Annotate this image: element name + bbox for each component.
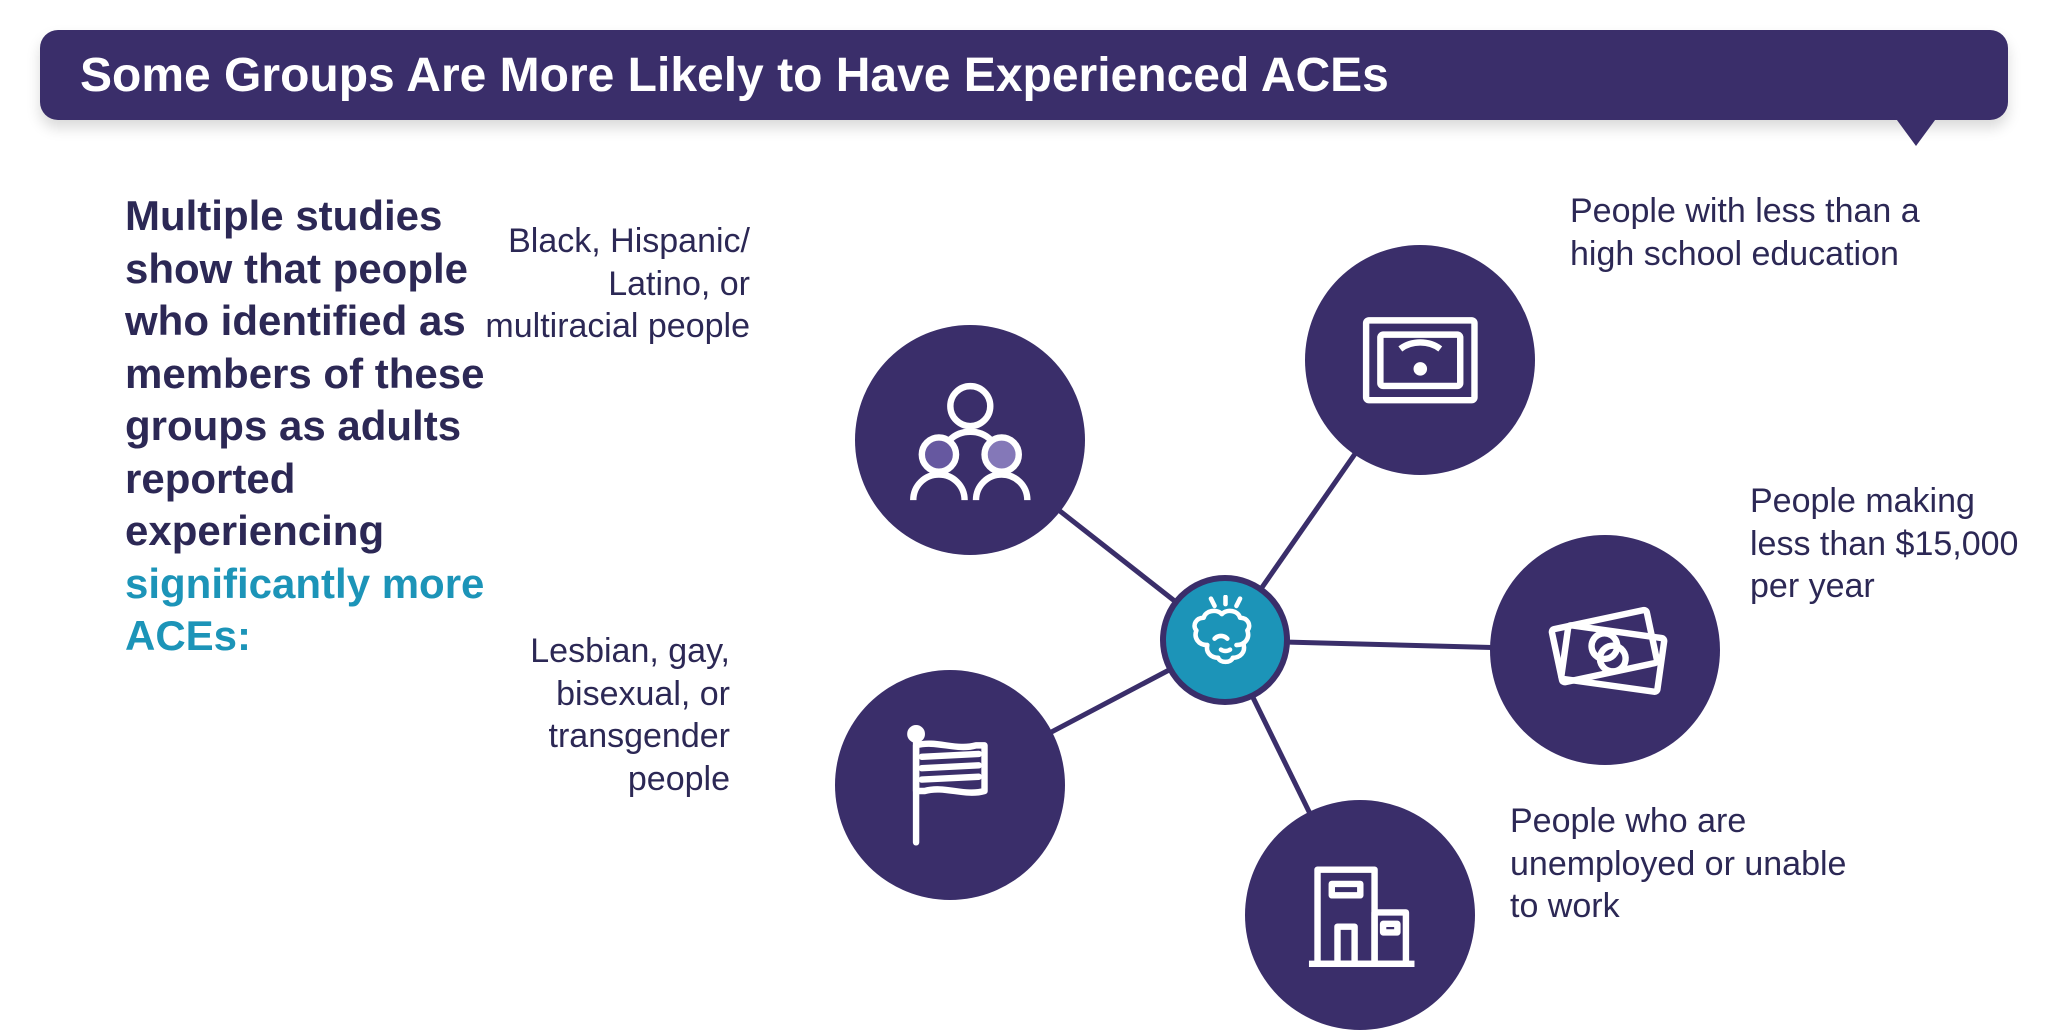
label-race: Black, Hispanic/ Latino, or multiracial … bbox=[480, 220, 750, 348]
intro-text: Multiple studies show that people who id… bbox=[125, 190, 515, 663]
brain-icon bbox=[1180, 595, 1271, 686]
diploma-icon bbox=[1349, 289, 1492, 432]
center-node bbox=[1160, 575, 1290, 705]
node-employment bbox=[1245, 800, 1475, 1030]
intro-normal: Multiple studies show that people who id… bbox=[125, 192, 484, 554]
flag-icon bbox=[879, 714, 1022, 857]
building-icon bbox=[1289, 844, 1432, 987]
label-education: People with less than a high school educ… bbox=[1570, 190, 1940, 275]
node-race bbox=[855, 325, 1085, 555]
node-income bbox=[1490, 535, 1720, 765]
node-education bbox=[1305, 245, 1535, 475]
node-lgbt bbox=[835, 670, 1065, 900]
label-lgbt: Lesbian, gay, bisexual, or transgender p… bbox=[440, 630, 730, 800]
hub-diagram: Black, Hispanic/ Latino, or multiracial … bbox=[520, 160, 2020, 990]
intro-highlight: significantly more ACEs: bbox=[125, 560, 484, 660]
label-employment: People who are unemployed or unable to w… bbox=[1510, 800, 1860, 928]
header-bar: Some Groups Are More Likely to Have Expe… bbox=[40, 30, 2008, 120]
money-icon bbox=[1534, 579, 1677, 722]
header-title: Some Groups Are More Likely to Have Expe… bbox=[80, 48, 1389, 103]
label-income: People making less than $15,000 per year bbox=[1750, 480, 2040, 608]
people-icon bbox=[899, 369, 1042, 512]
